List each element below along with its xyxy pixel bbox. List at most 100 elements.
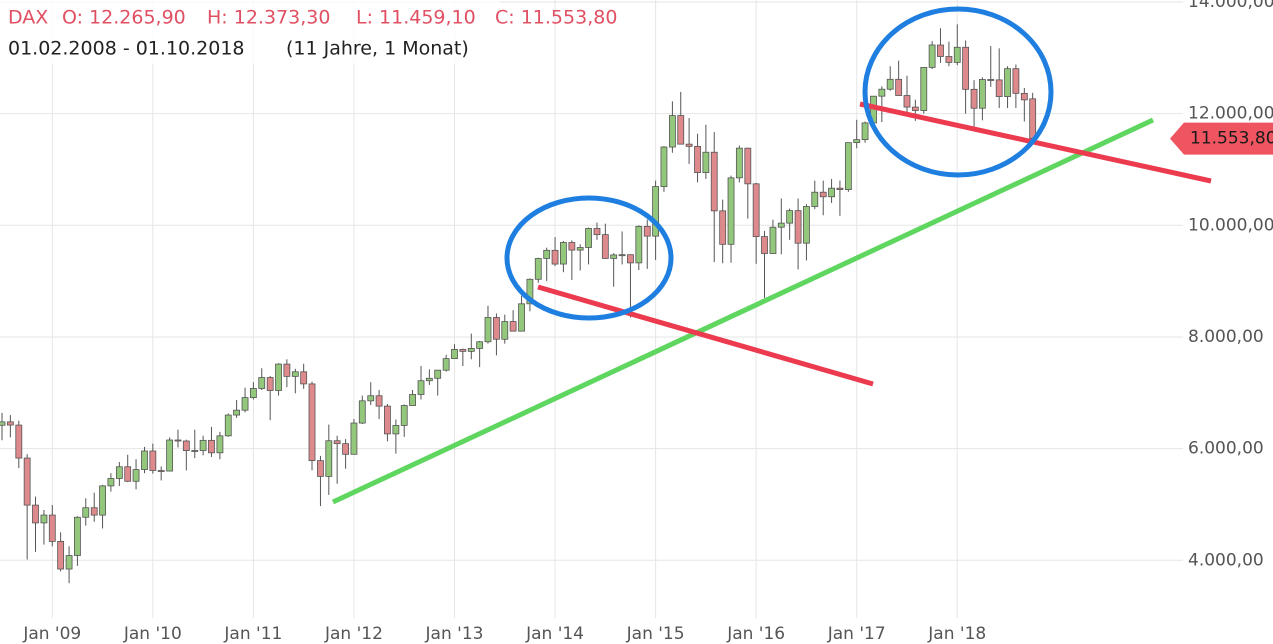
highlight-circle bbox=[504, 195, 674, 321]
candle-body bbox=[392, 424, 400, 435]
candle-body bbox=[258, 377, 266, 389]
candle-body bbox=[727, 177, 735, 245]
candle-body bbox=[526, 278, 534, 305]
candle-body bbox=[6, 421, 14, 426]
candle-body bbox=[668, 115, 676, 148]
candle-body bbox=[384, 405, 391, 435]
candle-body bbox=[1012, 68, 1020, 94]
candle-body bbox=[23, 457, 31, 506]
candle-body bbox=[601, 234, 609, 259]
candle-body bbox=[819, 191, 827, 198]
candle-body bbox=[65, 555, 73, 570]
x-tick-label: Jan '11 bbox=[223, 624, 282, 644]
y-tick-label: 10.000,00 bbox=[1188, 215, 1273, 235]
candle-body bbox=[107, 478, 115, 487]
candle-body bbox=[735, 147, 743, 179]
x-tick-label: Jan '13 bbox=[425, 624, 484, 644]
candle-body bbox=[878, 88, 886, 97]
candle-body bbox=[199, 439, 207, 451]
trend-line-red bbox=[859, 101, 1212, 184]
candle-body bbox=[979, 79, 986, 109]
candle-body bbox=[928, 44, 936, 68]
candle-body bbox=[610, 254, 618, 259]
candle-body bbox=[375, 395, 383, 407]
candle-body bbox=[811, 191, 819, 207]
candle-body bbox=[467, 348, 475, 352]
candle-body bbox=[836, 187, 844, 190]
candle-body bbox=[559, 242, 567, 265]
candle-body bbox=[434, 369, 442, 379]
candle-body bbox=[627, 254, 634, 264]
candle-body bbox=[911, 106, 919, 111]
header-background bbox=[0, 0, 500, 64]
highlight-circle bbox=[862, 6, 1054, 178]
candle-body bbox=[484, 317, 492, 343]
candle-body bbox=[786, 210, 794, 224]
candle-body bbox=[333, 440, 341, 445]
candle-body bbox=[853, 139, 861, 144]
x-tick-label: Jan '15 bbox=[626, 624, 685, 644]
x-tick-label: Jan '14 bbox=[525, 624, 584, 644]
candle-body bbox=[694, 145, 701, 173]
candle-body bbox=[342, 443, 350, 455]
candle-body bbox=[652, 186, 660, 237]
x-tick-label: Jan '18 bbox=[927, 624, 986, 644]
candle-body bbox=[970, 88, 978, 109]
candle-body bbox=[945, 56, 953, 63]
candle-body bbox=[451, 349, 458, 360]
date-range: 01.02.2008 - 01.10.2018 bbox=[8, 38, 245, 60]
candle-body bbox=[937, 44, 944, 57]
candle-body bbox=[317, 460, 324, 477]
candle-body bbox=[291, 371, 299, 377]
candle-body bbox=[987, 79, 995, 81]
x-tick-label: Jan '12 bbox=[324, 624, 383, 644]
candle-body bbox=[99, 485, 106, 516]
candle-body bbox=[677, 115, 685, 145]
candle-body bbox=[249, 388, 257, 398]
open-label: O: 12.265,90 bbox=[62, 7, 186, 29]
candle-body bbox=[719, 210, 727, 245]
candle-body bbox=[15, 424, 23, 459]
candle-body bbox=[543, 249, 551, 259]
trend-line-green bbox=[331, 117, 1155, 505]
candle-body bbox=[90, 507, 98, 516]
candle-body bbox=[995, 79, 1003, 97]
candle-body bbox=[761, 236, 768, 254]
candle-body bbox=[501, 321, 509, 340]
candle-body bbox=[132, 469, 140, 482]
candles bbox=[0, 24, 1037, 584]
candle-body bbox=[425, 377, 433, 382]
candle-body bbox=[920, 66, 928, 111]
candle-body bbox=[149, 450, 157, 471]
candle-body bbox=[57, 540, 65, 570]
candle-body bbox=[40, 514, 48, 524]
candle-body bbox=[350, 422, 358, 455]
y-tick-label: 8.000,00 bbox=[1188, 327, 1264, 347]
candle-body bbox=[844, 142, 852, 190]
candle-body bbox=[769, 226, 777, 254]
trend-line-red bbox=[537, 284, 874, 387]
candle-body bbox=[509, 321, 517, 332]
candle-body bbox=[115, 466, 123, 479]
candle-body bbox=[493, 317, 500, 340]
candle-body bbox=[803, 206, 810, 244]
candle-body bbox=[551, 249, 559, 265]
candle-body bbox=[241, 397, 249, 411]
candle-body bbox=[593, 228, 601, 236]
candle-body bbox=[124, 466, 132, 482]
x-tick-label: Jan '17 bbox=[827, 624, 886, 644]
candle-body bbox=[518, 303, 525, 332]
candle-body bbox=[325, 440, 333, 477]
candle-body bbox=[367, 395, 375, 402]
low-label: L: 11.459,10 bbox=[356, 7, 476, 29]
candle-body bbox=[702, 151, 710, 173]
y-tick-label: 14.000,00 bbox=[1188, 0, 1273, 12]
y-tick-label: 6.000,00 bbox=[1188, 439, 1264, 459]
candle-body bbox=[1020, 92, 1028, 101]
x-tick-label: Jan '16 bbox=[726, 624, 785, 644]
candle-body bbox=[828, 187, 835, 198]
candle-body bbox=[0, 421, 6, 426]
candle-body bbox=[442, 358, 450, 371]
